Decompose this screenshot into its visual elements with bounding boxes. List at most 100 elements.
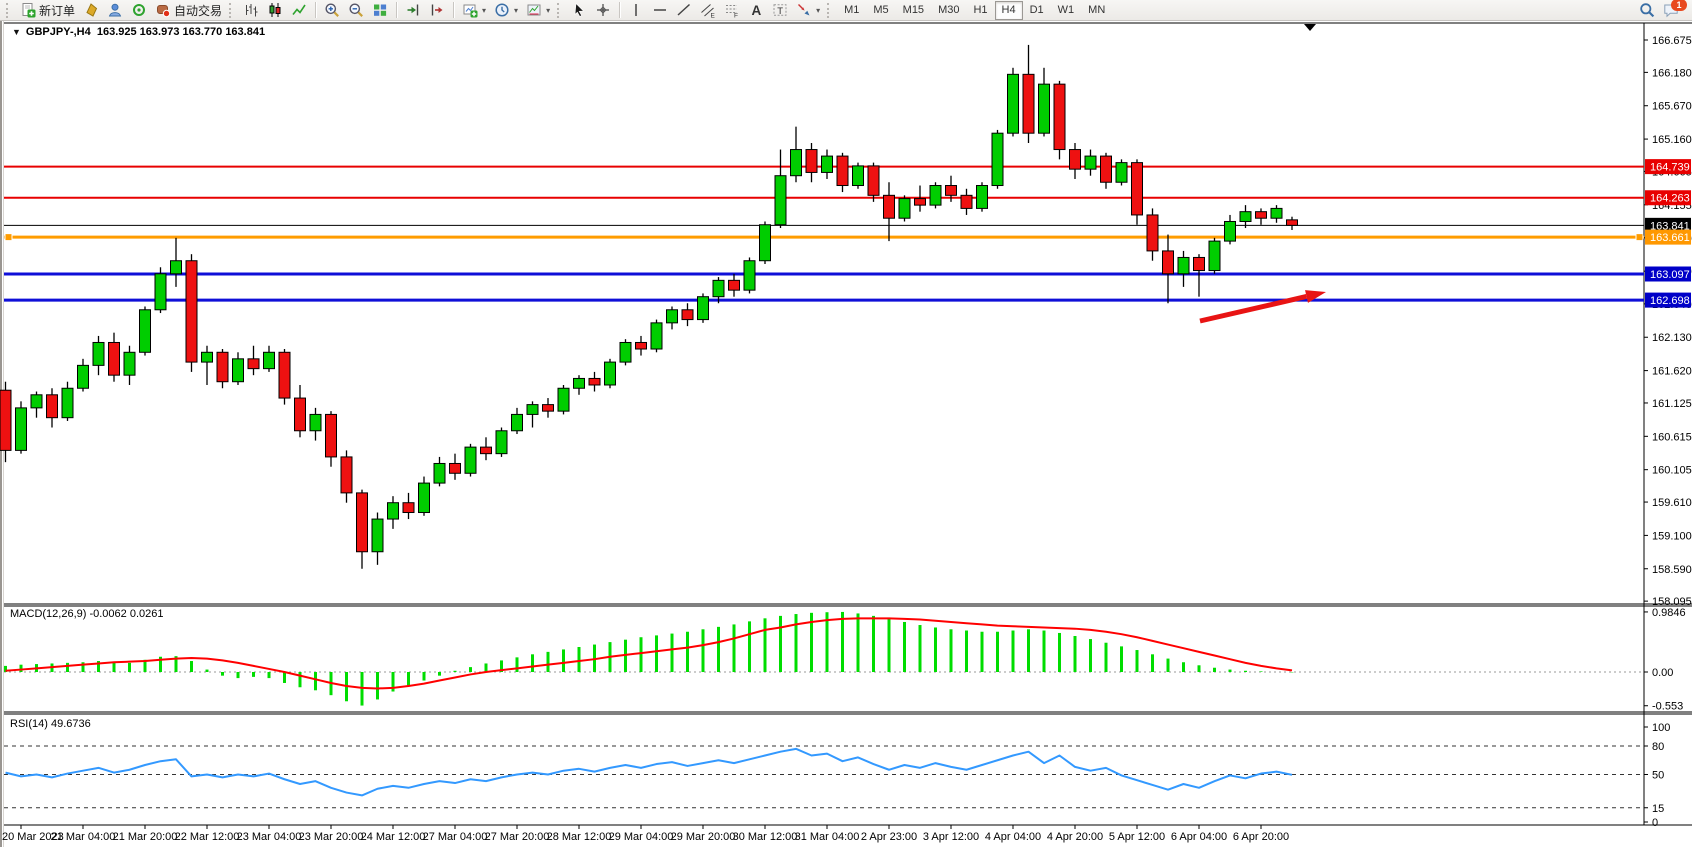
order-line-handle-left[interactable] <box>4 233 13 242</box>
toolbar-grip[interactable] <box>229 2 236 18</box>
market-profile-icon[interactable] <box>103 0 127 21</box>
svg-text:5 Apr 12:00: 5 Apr 12:00 <box>1109 831 1165 843</box>
toolbar-separator <box>453 2 455 18</box>
arrows-dropdown[interactable]: ▾ <box>792 0 824 21</box>
bars <box>246 4 258 17</box>
cursor-tool[interactable] <box>567 0 591 21</box>
toolbar-separator <box>315 2 317 18</box>
zoom-out-icon[interactable] <box>344 0 368 21</box>
fibonacci-tool[interactable]: F <box>720 0 744 21</box>
arrows <box>798 4 810 16</box>
svg-text:161.620: 161.620 <box>1652 366 1692 378</box>
arrows-dropdown-caret[interactable]: ▾ <box>816 5 821 15</box>
timeframe-button-m1[interactable]: M1 <box>844 4 860 16</box>
toolbar-separator <box>396 2 398 18</box>
toolbar-grip[interactable] <box>827 2 834 18</box>
svg-text:160.615: 160.615 <box>1652 431 1692 443</box>
svg-text:165.160: 165.160 <box>1652 134 1692 146</box>
candlestick-chart-icon[interactable] <box>263 0 287 21</box>
horizontal-price-lines[interactable] <box>4 165 1644 302</box>
horizontal-line-tool[interactable] <box>648 0 672 21</box>
macd-signal-line <box>5 617 1293 690</box>
metaeditor-icon[interactable] <box>79 0 103 21</box>
svg-text:22 Mar 12:00: 22 Mar 12:00 <box>175 831 240 843</box>
svg-text:24 Mar 12:00: 24 Mar 12:00 <box>361 831 426 843</box>
clock <box>495 3 509 17</box>
timeframe-button-m30[interactable]: M30 <box>938 4 960 16</box>
timeframe-button-m5[interactable]: M5 <box>873 4 889 16</box>
toolbar-grip[interactable] <box>557 2 564 18</box>
svg-text:162.698: 162.698 <box>1650 295 1690 307</box>
price-badge-164.739 <box>1645 159 1691 175</box>
chat-button[interactable]: 1 <box>1659 0 1687 21</box>
svg-text:T: T <box>777 6 783 17</box>
notification-badge: 1 <box>1671 0 1687 11</box>
macd-pane <box>4 611 1644 706</box>
chart-shift-marker[interactable] <box>1304 24 1316 31</box>
candlestick-series <box>0 44 1298 569</box>
svg-text:158.095: 158.095 <box>1652 596 1692 608</box>
period-dropdown[interactable]: ▾ <box>490 0 522 21</box>
toolbar-grip[interactable] <box>6 2 13 18</box>
svg-text:0: 0 <box>1652 817 1658 829</box>
crosshair-tool[interactable] <box>591 0 615 21</box>
rsi-line <box>5 747 1293 797</box>
svg-text:-0.553: -0.553 <box>1652 701 1683 713</box>
svg-text:165.670: 165.670 <box>1652 101 1692 113</box>
timeframe-button-m15[interactable]: M15 <box>902 4 925 16</box>
fibo: F <box>726 5 738 18</box>
vertical-line-tool[interactable] <box>624 0 648 21</box>
rsi-indicator-label: RSI(14) 49.6736 <box>10 718 91 730</box>
line-chart-icon[interactable] <box>287 0 311 21</box>
svg-text:30 Mar 12:00: 30 Mar 12:00 <box>733 831 798 843</box>
price-badge-163.097 <box>1645 266 1691 282</box>
search-button[interactable] <box>1635 0 1659 21</box>
autoscroll <box>407 4 419 16</box>
price-axis[interactable]: 166.675166.180165.670165.160164.665164.1… <box>1644 35 1692 608</box>
template-dropdown-caret[interactable]: ▾ <box>546 5 551 15</box>
svg-text:159.610: 159.610 <box>1652 497 1692 509</box>
timeframe-button-mn[interactable]: MN <box>1088 4 1106 16</box>
template-dropdown[interactable]: ▾ <box>522 0 554 21</box>
svg-text:0.00: 0.00 <box>1652 667 1673 679</box>
bar-chart-icon[interactable] <box>239 0 263 21</box>
algo-trading-button[interactable]: 自动交易 <box>151 0 226 21</box>
timeframe-button-h1[interactable]: H1 <box>973 4 988 16</box>
svg-text:27 Mar 04:00: 27 Mar 04:00 <box>423 831 488 843</box>
order-line-handle-right[interactable] <box>1635 233 1644 242</box>
svg-text:161.125: 161.125 <box>1652 398 1692 410</box>
new-order-button[interactable]: 新订单 <box>16 0 79 21</box>
price-badge-163.661 <box>1645 229 1691 245</box>
svg-text:100: 100 <box>1652 722 1670 734</box>
new-chart-dropdown[interactable]: ▾ <box>458 0 490 21</box>
new-chart-dropdown-caret[interactable]: ▾ <box>482 5 487 15</box>
trend-arrow-annotation[interactable] <box>1199 290 1326 324</box>
svg-text:6 Apr 04:00: 6 Apr 04:00 <box>1171 831 1227 843</box>
equidistant-channel-tool[interactable]: E <box>696 0 720 21</box>
textA: A <box>752 3 762 18</box>
svg-text:159.100: 159.100 <box>1652 530 1692 542</box>
text-label-tool[interactable]: T <box>768 0 792 21</box>
newchart <box>463 4 478 18</box>
period-dropdown-caret[interactable]: ▾ <box>514 5 519 15</box>
timeframe-button-h4[interactable]: H4 <box>994 0 1023 20</box>
algo <box>157 5 171 18</box>
auto-scroll-icon[interactable] <box>401 0 425 21</box>
zoom-in-icon[interactable] <box>320 0 344 21</box>
linechart <box>292 4 306 15</box>
chart-shift-icon[interactable] <box>425 0 449 21</box>
chart-collapse-icon[interactable]: ▼ <box>12 27 21 37</box>
text-tool[interactable]: A <box>744 0 768 21</box>
svg-text:163.841: 163.841 <box>1650 220 1690 232</box>
timeframe-button-d1[interactable]: D1 <box>1029 4 1044 16</box>
algo-trading-button-label: 自动交易 <box>174 3 223 18</box>
tile-windows-icon[interactable] <box>368 0 392 21</box>
signal <box>133 4 146 16</box>
trendline-tool[interactable] <box>672 0 696 21</box>
timeframe-button-w1[interactable]: W1 <box>1057 4 1075 16</box>
signals-icon[interactable] <box>127 0 151 21</box>
macd-indicator-label: MACD(12,26,9) -0.0062 0.0261 <box>10 608 164 620</box>
